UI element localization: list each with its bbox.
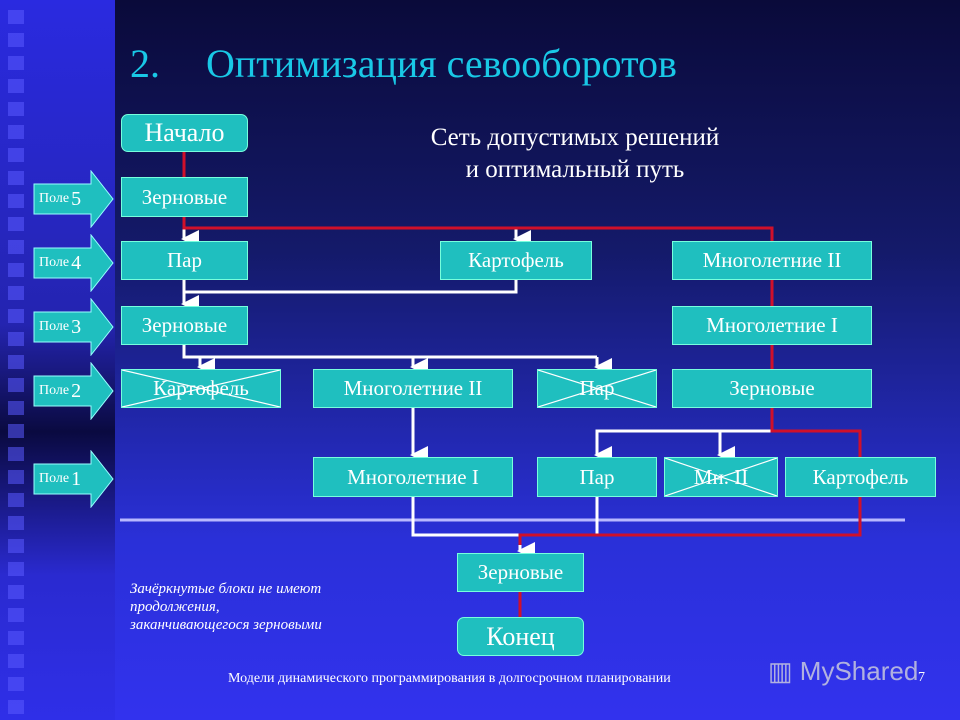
decor-square: [8, 263, 24, 277]
decor-square: [8, 355, 24, 369]
decor-square: [8, 539, 24, 553]
decor-square: [8, 378, 24, 392]
node-start: Начало: [121, 114, 248, 152]
node-field1-perennial1: Многолетние I: [313, 457, 513, 497]
arrow-right-icon: [33, 170, 114, 228]
decor-square: [8, 493, 24, 507]
node-field1-potato: Картофель: [785, 457, 936, 497]
left-decor-bar: [0, 0, 115, 720]
decor-square: [8, 309, 24, 323]
watermark-logo: ▥ MyShared: [768, 656, 919, 686]
node-field2-grain: Зерновые: [672, 369, 872, 408]
decor-square: [8, 424, 24, 438]
decor-square: [8, 194, 24, 208]
arrow-right-icon: [33, 450, 114, 508]
title-text: Оптимизация севооборотов: [206, 41, 677, 86]
decor-square: [8, 217, 24, 231]
decor-square: [8, 654, 24, 668]
decor-square: [8, 286, 24, 300]
decor-square: [8, 470, 24, 484]
node-field2-fallow-crossed: Пар: [537, 369, 657, 408]
node-field4-fallow: Пар: [121, 241, 248, 280]
cross-out-icon: [538, 370, 656, 407]
field-arrow-5: Поле 5: [33, 170, 115, 228]
field-arrow-3: Поле 3: [33, 298, 115, 356]
decor-square: [8, 56, 24, 70]
slide-title: 2. Оптимизация севооборотов: [130, 40, 677, 87]
decor-square: [8, 10, 24, 24]
node-field4-potato: Картофель: [440, 241, 592, 280]
arrow-right-icon: [33, 234, 114, 292]
field-label: Поле 3: [39, 315, 82, 338]
arrow-right-icon: [33, 362, 114, 420]
cross-out-icon: [122, 370, 280, 407]
decor-square: [8, 102, 24, 116]
decor-square: [8, 700, 24, 714]
decor-square: [8, 33, 24, 47]
decor-square: [8, 401, 24, 415]
page-number: 7: [918, 670, 925, 685]
node-end-grain: Зерновые: [457, 553, 584, 592]
decor-square: [8, 447, 24, 461]
decor-square: [8, 631, 24, 645]
note-line: Зачёркнутые блоки не имеют: [130, 581, 322, 597]
decor-square: [8, 516, 24, 530]
field-label: Поле 4: [39, 251, 82, 274]
field-label: Поле 1: [39, 467, 82, 490]
decor-square: [8, 332, 24, 346]
field-label: Поле 5: [39, 187, 82, 210]
note-line: заканчивающегося зерновыми: [130, 617, 322, 633]
node-field1-mn2-crossed: Мн. II: [664, 457, 778, 497]
subtitle-line: и оптимальный путь: [465, 156, 685, 183]
field-arrow-4: Поле 4: [33, 234, 115, 292]
decor-square: [8, 677, 24, 691]
node-field5-grain: Зерновые: [121, 177, 248, 217]
subtitle-line: Сеть допустимых решений: [430, 124, 720, 151]
node-field2-perennial2: Многолетние II: [313, 369, 513, 408]
diagram-subtitle: Сеть допустимых решений и оптимальный пут…: [370, 122, 780, 186]
decor-square: [8, 148, 24, 162]
node-field1-fallow: Пар: [537, 457, 657, 497]
footer-text: Модели динамического программирования в …: [228, 671, 671, 686]
node-field3-grain: Зерновые: [121, 306, 248, 345]
decor-square: [8, 562, 24, 576]
cross-out-icon: [665, 458, 777, 496]
node-field4-perennial2: Многолетние II: [672, 241, 872, 280]
title-number: 2.: [130, 41, 160, 86]
node-field3-perennial1: Многолетние I: [672, 306, 872, 345]
field-arrow-1: Поле 1: [33, 450, 115, 508]
decor-square: [8, 171, 24, 185]
node-field2-potato-crossed: Картофель: [121, 369, 281, 408]
note-line: продолжения,: [130, 599, 220, 615]
decor-square: [8, 240, 24, 254]
decor-square: [8, 585, 24, 599]
field-label: Поле 2: [39, 379, 82, 402]
arrow-right-icon: [33, 298, 114, 356]
note: Зачёркнутые блоки не имеют продолжения, за…: [130, 580, 322, 634]
decor-square: [8, 125, 24, 139]
field-arrow-2: Поле 2: [33, 362, 115, 420]
decor-square: [8, 79, 24, 93]
node-end: Конец: [457, 617, 584, 656]
decor-square: [8, 608, 24, 622]
